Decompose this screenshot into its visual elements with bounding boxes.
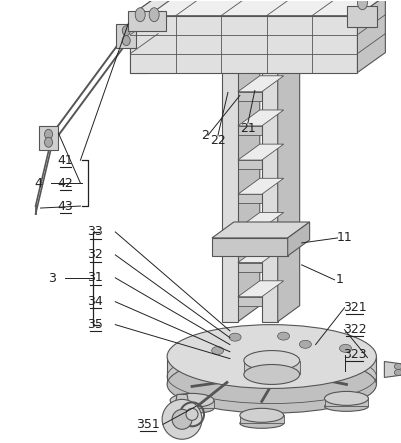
Polygon shape <box>237 194 261 203</box>
Polygon shape <box>221 33 237 322</box>
Polygon shape <box>130 16 356 73</box>
Ellipse shape <box>167 356 375 413</box>
Polygon shape <box>211 222 309 238</box>
Polygon shape <box>383 361 401 377</box>
Text: 32: 32 <box>87 249 103 261</box>
Polygon shape <box>261 33 277 322</box>
Polygon shape <box>237 144 283 160</box>
Text: 4: 4 <box>34 177 43 190</box>
Polygon shape <box>237 42 283 58</box>
Text: 11: 11 <box>336 231 352 245</box>
Ellipse shape <box>122 26 130 35</box>
Polygon shape <box>237 17 259 322</box>
Ellipse shape <box>393 364 401 369</box>
Polygon shape <box>128 11 166 31</box>
Polygon shape <box>130 0 385 16</box>
Ellipse shape <box>186 408 198 420</box>
Ellipse shape <box>135 8 145 22</box>
Polygon shape <box>277 17 299 322</box>
Text: 322: 322 <box>342 323 365 336</box>
Polygon shape <box>346 6 377 27</box>
Ellipse shape <box>324 392 367 405</box>
Text: 3: 3 <box>49 272 56 285</box>
Text: 321: 321 <box>342 301 365 314</box>
Polygon shape <box>237 160 261 169</box>
Polygon shape <box>221 17 259 33</box>
Ellipse shape <box>243 350 299 370</box>
Polygon shape <box>237 297 261 306</box>
Text: 323: 323 <box>342 348 365 361</box>
Polygon shape <box>38 126 59 150</box>
Text: 41: 41 <box>57 154 73 167</box>
Ellipse shape <box>243 365 299 385</box>
Ellipse shape <box>170 404 213 413</box>
Ellipse shape <box>356 0 367 10</box>
Polygon shape <box>237 110 283 126</box>
Polygon shape <box>287 222 309 256</box>
Text: 2: 2 <box>200 129 209 142</box>
Ellipse shape <box>167 325 375 389</box>
Ellipse shape <box>170 393 213 408</box>
Ellipse shape <box>172 409 192 429</box>
Ellipse shape <box>239 408 283 422</box>
Polygon shape <box>237 76 283 92</box>
Ellipse shape <box>45 137 53 147</box>
Ellipse shape <box>122 35 130 46</box>
Polygon shape <box>237 213 283 229</box>
Text: 34: 34 <box>87 295 103 308</box>
Polygon shape <box>237 126 261 135</box>
Polygon shape <box>237 263 261 272</box>
Polygon shape <box>237 58 261 66</box>
Polygon shape <box>130 38 148 73</box>
Text: 42: 42 <box>57 177 73 190</box>
Ellipse shape <box>324 401 367 412</box>
Polygon shape <box>243 361 299 374</box>
Ellipse shape <box>149 8 159 22</box>
Polygon shape <box>237 92 261 101</box>
Ellipse shape <box>277 332 289 340</box>
Text: 43: 43 <box>57 199 73 213</box>
Text: 31: 31 <box>87 271 103 284</box>
Text: 351: 351 <box>136 418 160 431</box>
Ellipse shape <box>393 369 401 376</box>
Polygon shape <box>237 281 283 297</box>
Text: 1: 1 <box>335 273 342 286</box>
Polygon shape <box>356 0 385 73</box>
Ellipse shape <box>162 400 201 439</box>
Ellipse shape <box>211 346 223 354</box>
Polygon shape <box>170 400 213 408</box>
Polygon shape <box>324 398 367 406</box>
Polygon shape <box>239 416 283 424</box>
Ellipse shape <box>339 344 350 352</box>
Polygon shape <box>211 238 287 256</box>
Polygon shape <box>237 247 283 263</box>
Text: 35: 35 <box>87 318 103 331</box>
Polygon shape <box>130 0 176 16</box>
Ellipse shape <box>239 418 283 428</box>
Polygon shape <box>116 23 136 47</box>
Text: 22: 22 <box>210 134 225 147</box>
Text: 21: 21 <box>239 122 255 135</box>
Polygon shape <box>237 229 261 237</box>
Text: 33: 33 <box>87 225 103 238</box>
Ellipse shape <box>45 129 53 139</box>
Ellipse shape <box>299 340 311 348</box>
Polygon shape <box>174 394 190 412</box>
Polygon shape <box>237 178 283 194</box>
Polygon shape <box>261 17 299 33</box>
Ellipse shape <box>229 333 241 341</box>
Polygon shape <box>167 357 375 385</box>
